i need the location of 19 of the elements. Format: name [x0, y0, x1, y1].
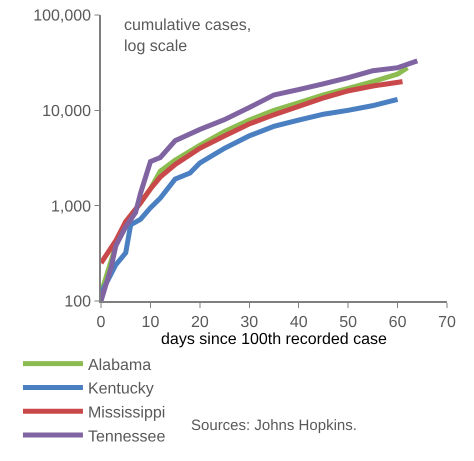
- x-tick-label: 20: [190, 314, 209, 331]
- x-tick-label: 50: [339, 314, 358, 331]
- x-tick-label: 0: [96, 314, 106, 331]
- y-tick-label: 1,000: [51, 198, 92, 216]
- x-axis-title: days since 100th recorded case: [161, 330, 388, 348]
- y-tick-label: 100,000: [33, 8, 92, 25]
- x-tick-label: 70: [438, 314, 456, 331]
- x-tick-label: 60: [388, 314, 407, 331]
- legend-label: Mississippi: [88, 404, 166, 422]
- x-tick-label: 10: [142, 314, 160, 331]
- legend-label: Tennessee: [88, 428, 166, 446]
- y-tick-label: 10,000: [42, 102, 92, 120]
- x-tick-label: 40: [290, 314, 308, 331]
- legend-label: Kentucky: [88, 380, 154, 398]
- text: cumulative cases, log scale: [124, 17, 252, 55]
- source-note: Sources: Johns Hopkins.: [191, 417, 357, 434]
- x-tick-label: 30: [240, 314, 258, 331]
- y-tick-label: 100: [64, 294, 92, 311]
- legend-label: Alabama: [88, 356, 152, 374]
